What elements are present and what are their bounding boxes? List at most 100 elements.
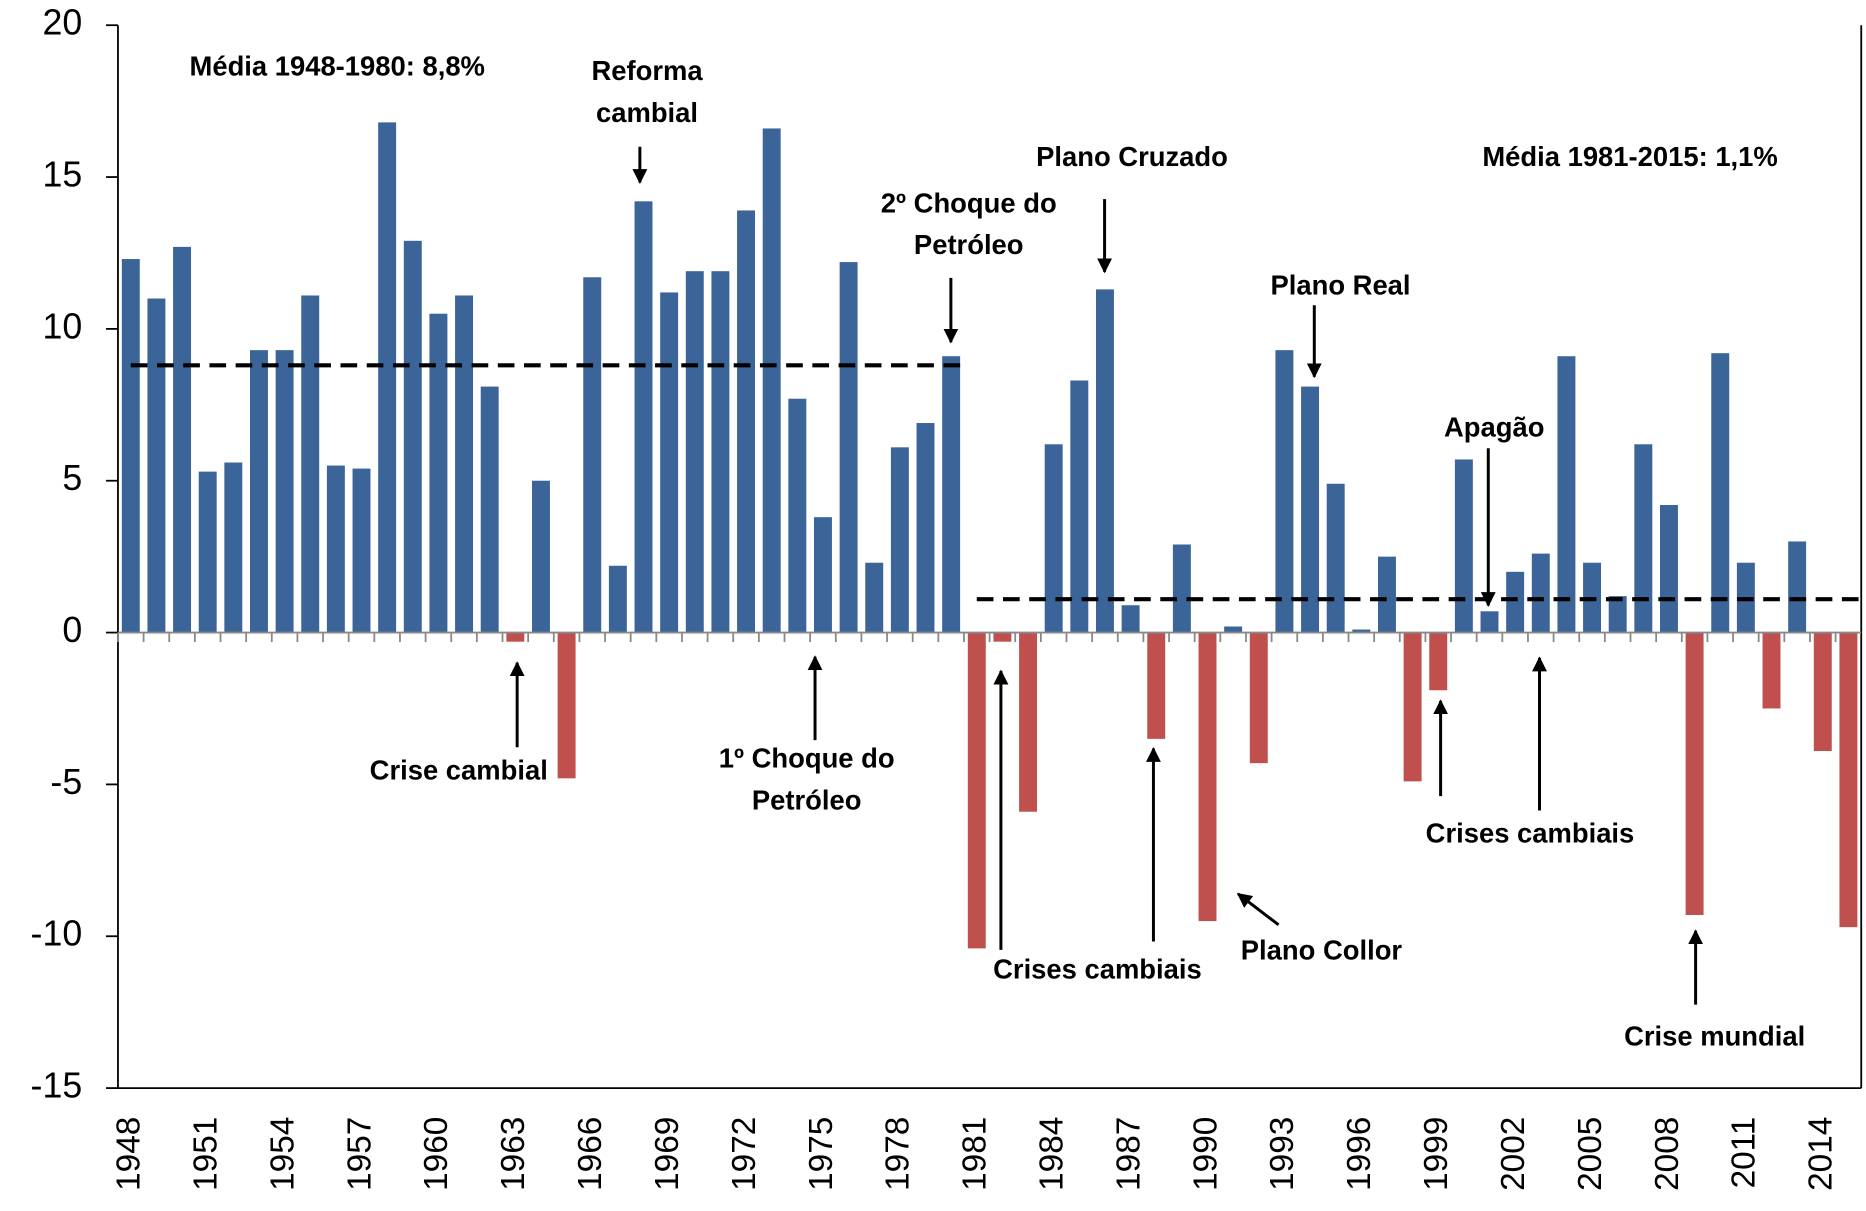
x-tick-label: 1963 (495, 1117, 532, 1191)
annotation-arrow (1236, 892, 1280, 927)
bar (429, 313, 448, 633)
bar (557, 632, 576, 779)
annotation: Plano Real (1270, 270, 1410, 301)
annotation: 2º Choque do (881, 187, 1057, 218)
bar (1839, 632, 1858, 928)
bar (1121, 605, 1140, 633)
bar (1685, 632, 1704, 915)
annotation: Crises cambiais (993, 954, 1202, 985)
bar (121, 259, 140, 633)
annotation: Crise mundial (1624, 1020, 1805, 1051)
x-tick-label: 1972 (726, 1117, 763, 1191)
y-tick-label: 0 (62, 610, 82, 650)
bar (1224, 626, 1243, 633)
bar (634, 201, 653, 633)
bar (916, 423, 935, 633)
bar (1172, 544, 1191, 633)
bar (1762, 632, 1781, 709)
bar (1557, 356, 1576, 633)
bar (737, 210, 756, 633)
y-tick-label: -5 (50, 762, 82, 802)
bar (1711, 353, 1730, 633)
x-tick-label: 2005 (1572, 1117, 1609, 1191)
y-tick-label: -15 (31, 1066, 83, 1106)
annotation: Reforma (591, 55, 703, 86)
x-tick-label: 1984 (1034, 1117, 1071, 1191)
annotation: Crises cambiais (1426, 818, 1635, 849)
bar (813, 517, 832, 633)
x-tick-label: 1993 (1264, 1117, 1301, 1191)
bar (1608, 596, 1627, 633)
bar (788, 398, 807, 633)
bar (1659, 505, 1678, 633)
annotation: Apagão (1444, 411, 1544, 442)
bar (301, 295, 320, 633)
bar (685, 271, 704, 633)
y-tick-label: 10 (42, 306, 82, 346)
bar (839, 262, 858, 633)
annotation: Plano Collor (1241, 934, 1403, 965)
bar (1506, 571, 1525, 633)
bar (249, 350, 268, 633)
x-tick-label: 1954 (264, 1117, 301, 1191)
x-tick-label: 1999 (1418, 1117, 1455, 1191)
x-tick-label: 1948 (111, 1117, 148, 1191)
y-tick-label: 15 (42, 154, 82, 194)
annotation: cambial (596, 97, 698, 128)
bar (1147, 632, 1166, 739)
bar (1352, 629, 1371, 633)
annotation: Média 1981-2015: 1,1% (1482, 141, 1777, 172)
x-tick-label: 1975 (803, 1117, 840, 1191)
bar (352, 468, 371, 633)
bar (1634, 444, 1653, 633)
bar (1813, 632, 1832, 752)
bar (275, 350, 294, 633)
bar (762, 128, 781, 633)
bar (942, 356, 961, 633)
bar (147, 298, 166, 633)
bar (1044, 444, 1063, 633)
bar (224, 462, 243, 633)
bar (967, 632, 986, 949)
x-tick-label: 1951 (188, 1117, 225, 1191)
y-tick-label: 20 (42, 3, 82, 43)
x-tick-label: 1978 (880, 1117, 917, 1191)
bar (1301, 386, 1320, 633)
y-tick-label: 5 (62, 458, 82, 498)
x-tick-label: 1996 (1341, 1117, 1378, 1191)
bar (1326, 483, 1345, 633)
bar (1198, 632, 1217, 922)
bar (506, 632, 525, 642)
bar (1788, 541, 1807, 633)
bar (890, 447, 909, 633)
annotation: 1º Choque do (719, 743, 895, 774)
x-tick-label: 1966 (572, 1117, 609, 1191)
bar (1429, 632, 1448, 691)
bar (711, 271, 730, 633)
y-tick-label: -10 (31, 914, 83, 954)
annotation: Média 1948-1980: 8,8% (190, 50, 485, 81)
bar (1403, 632, 1422, 782)
bar (480, 386, 499, 633)
bar (173, 246, 192, 633)
bar (1249, 632, 1268, 764)
x-tick-label: 1981 (957, 1117, 994, 1191)
x-tick-label: 2011 (1726, 1117, 1763, 1189)
bar (865, 562, 884, 633)
x-tick-label: 1969 (649, 1117, 686, 1191)
bar (403, 240, 422, 633)
bar (531, 480, 550, 633)
bar (326, 465, 345, 633)
bar (583, 277, 602, 633)
bar (1377, 556, 1396, 633)
x-tick-label: 1987 (1110, 1117, 1147, 1191)
annotation: Plano Cruzado (1036, 141, 1228, 172)
x-tick-label: 1960 (418, 1117, 455, 1191)
x-tick-label: 2014 (1803, 1117, 1840, 1191)
bar (993, 632, 1012, 642)
x-tick-label: 1990 (1187, 1117, 1224, 1191)
bar (608, 565, 627, 633)
bar (455, 295, 474, 633)
bar (1454, 459, 1473, 633)
